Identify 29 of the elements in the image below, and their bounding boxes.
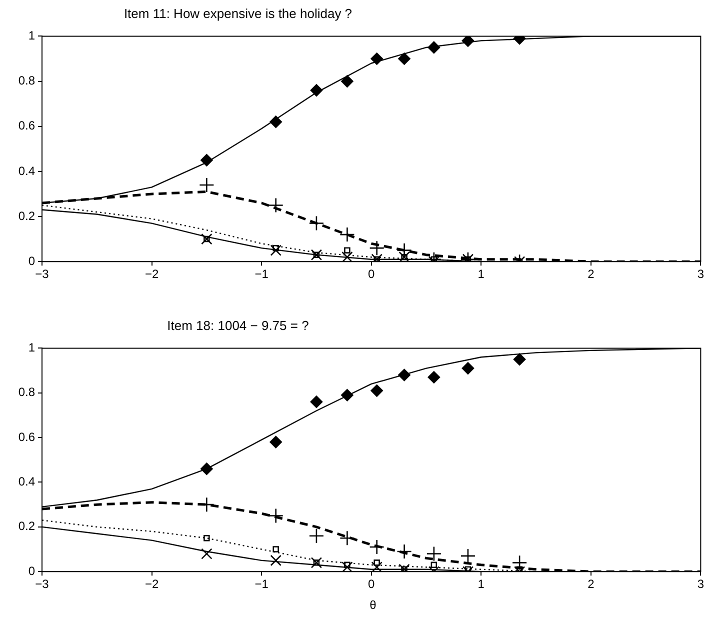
y-tick-label: 0.6: [18, 430, 36, 444]
x-tick-label: 1: [478, 267, 485, 282]
x-tick-label: 1: [478, 577, 485, 592]
y-tick-label: 0.2: [18, 208, 36, 223]
x-tick-label: 2: [588, 577, 595, 592]
x-axis-title: θ: [368, 598, 378, 612]
y-tick-label: 0: [28, 564, 36, 578]
x-tick-label: 0: [368, 267, 376, 282]
y-tick-label: 0.2: [18, 519, 36, 534]
chart-title: Item 11: How expensive is the holiday ?: [122, 6, 354, 21]
x-tick-label: −3: [35, 267, 50, 282]
x-tick-label: 3: [697, 577, 704, 592]
y-tick-label: 0: [28, 254, 36, 268]
x-tick-label: 0: [368, 577, 376, 592]
x-tick-label: −1: [254, 577, 269, 592]
x-tick-label: 3: [697, 267, 704, 282]
chart-title: Item 18: 1004 − 9.75 = ?: [166, 318, 310, 333]
x-tick-label: −3: [35, 577, 50, 592]
y-tick-label: 0.4: [18, 474, 36, 489]
y-tick-label: 0.6: [18, 118, 36, 133]
y-tick-label: 0.4: [18, 164, 36, 178]
x-tick-label: −2: [144, 267, 159, 282]
x-tick-label: 2: [588, 267, 595, 282]
x-tick-label: −1: [254, 267, 269, 282]
y-tick-label: 1: [28, 340, 36, 355]
x-tick-label: −2: [144, 577, 159, 592]
y-tick-label: 1: [28, 28, 36, 43]
y-tick-label: 0.8: [18, 74, 36, 88]
y-tick-label: 0.8: [18, 385, 36, 400]
